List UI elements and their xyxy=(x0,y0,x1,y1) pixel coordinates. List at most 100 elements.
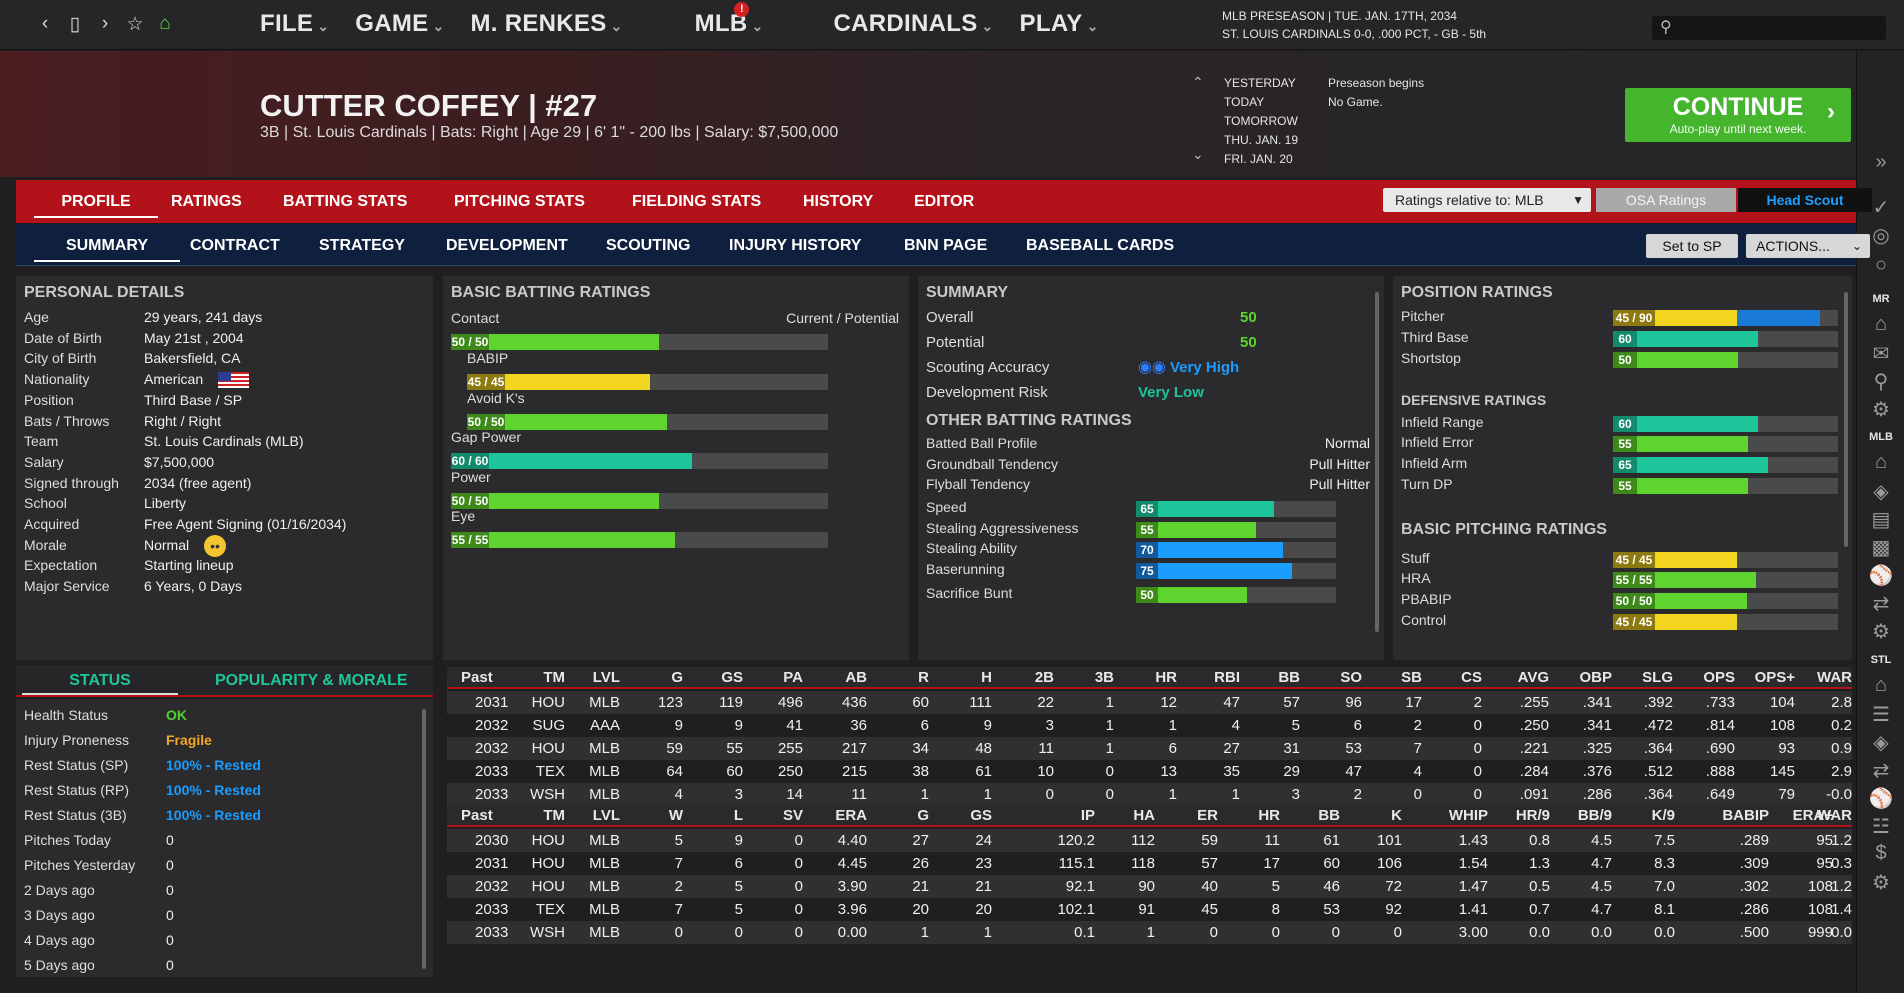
tab-summary[interactable]: SUMMARY xyxy=(34,237,180,262)
dollar-icon[interactable]: $ xyxy=(1875,842,1887,864)
scrollbar[interactable] xyxy=(1375,292,1379,632)
location-icon[interactable]: ◈ xyxy=(1873,481,1889,503)
column-header[interactable]: HA xyxy=(1133,807,1155,824)
globe-icon[interactable]: ◎ xyxy=(1872,225,1890,247)
gear-icon[interactable]: ⚙ xyxy=(1872,621,1890,643)
column-header[interactable]: OPS xyxy=(1703,669,1735,686)
continue-button[interactable]: CONTINUE Auto-play until next week. › xyxy=(1625,88,1851,142)
lineup-icon[interactable]: ☳ xyxy=(1872,816,1890,838)
menu-game[interactable]: GAME ⌄ xyxy=(355,10,444,38)
column-header[interactable]: TM xyxy=(543,669,565,686)
menu-file[interactable]: FILE ⌄ xyxy=(260,10,329,38)
column-header[interactable]: SO xyxy=(1340,669,1362,686)
date-item[interactable]: THU. JAN. 19 xyxy=(1224,133,1299,147)
checkmark-icon[interactable]: ✓ xyxy=(1872,197,1890,219)
tab-baseball-cards[interactable]: BASEBALL CARDS xyxy=(1026,237,1175,254)
column-header[interactable]: ERA+ xyxy=(1792,807,1833,824)
column-header[interactable]: OBP xyxy=(1579,669,1612,686)
tab-batting-stats[interactable]: BATTING STATS xyxy=(283,193,408,210)
tab-status[interactable]: STATUS xyxy=(22,672,178,695)
tab-editor[interactable]: EDITOR xyxy=(914,193,975,210)
chart-icon[interactable]: ▩ xyxy=(1871,537,1891,559)
roster-icon[interactable]: ☰ xyxy=(1872,704,1890,726)
column-header[interactable]: TM xyxy=(543,807,565,824)
actions-dropdown[interactable]: ACTIONS... ⌄ xyxy=(1746,234,1870,258)
column-header[interactable]: GS xyxy=(721,669,743,686)
column-header[interactable]: ERA xyxy=(835,807,867,824)
date-item[interactable]: TODAY xyxy=(1224,95,1265,109)
home-icon[interactable]: ⌂ xyxy=(1874,674,1888,696)
set-to-sp-button[interactable]: Set to SP xyxy=(1646,234,1738,258)
mail-icon[interactable]: ✉ xyxy=(1872,343,1890,365)
column-header[interactable]: LVL xyxy=(592,669,620,686)
column-header[interactable]: RBI xyxy=(1214,669,1240,686)
baseball-icon[interactable]: ⚾ xyxy=(1868,565,1894,587)
menu-manager[interactable]: M. RENKES ⌄ xyxy=(470,10,622,38)
column-header[interactable]: G xyxy=(917,807,929,824)
scrollbar[interactable] xyxy=(422,709,426,969)
column-header[interactable]: PA xyxy=(783,669,803,686)
home-icon[interactable]: ⌂ xyxy=(1874,451,1888,473)
transactions-icon[interactable]: ⇄ xyxy=(1872,760,1890,782)
column-header[interactable]: HR xyxy=(1258,807,1280,824)
column-header[interactable]: SB xyxy=(1401,669,1422,686)
tab-contract[interactable]: CONTRACT xyxy=(190,237,280,254)
column-header[interactable]: IP xyxy=(1080,807,1095,824)
column-header[interactable]: R xyxy=(918,669,929,686)
column-header[interactable]: WAR xyxy=(1817,807,1852,824)
gear-icon[interactable]: ⚙ xyxy=(1872,399,1890,421)
gear-icon[interactable]: ⚙ xyxy=(1872,872,1890,894)
head-scout-button[interactable]: Head Scout xyxy=(1738,188,1872,212)
column-header[interactable]: BB xyxy=(1278,669,1300,686)
date-item[interactable]: YESTERDAY xyxy=(1224,76,1296,90)
menu-mlb[interactable]: MLB ⌄! xyxy=(695,2,764,38)
back-icon[interactable]: ‹ xyxy=(41,13,49,34)
search-icon[interactable]: ⚲ xyxy=(1873,371,1889,393)
column-header[interactable]: WHIP xyxy=(1448,807,1488,824)
column-header[interactable]: K/9 xyxy=(1651,807,1675,824)
column-header[interactable]: BB xyxy=(1318,807,1340,824)
location-icon[interactable]: ◈ xyxy=(1873,732,1889,754)
tab-fielding-stats[interactable]: FIELDING STATS xyxy=(632,193,762,210)
menu-play[interactable]: PLAY ⌄ xyxy=(1020,10,1099,38)
page-icon[interactable]: ▯ xyxy=(69,14,81,35)
transactions-icon[interactable]: ⇄ xyxy=(1872,593,1890,615)
column-header[interactable]: W xyxy=(668,807,683,824)
collapse-icon[interactable]: » xyxy=(1875,151,1887,173)
column-header[interactable]: CS xyxy=(1461,669,1482,686)
tab-pitching-stats[interactable]: PITCHING STATS xyxy=(454,193,585,210)
column-header[interactable]: BABIP xyxy=(1722,807,1769,824)
tab-strategy[interactable]: STRATEGY xyxy=(319,237,405,254)
column-header[interactable]: HR xyxy=(1155,669,1177,686)
tab-profile[interactable]: PROFILE xyxy=(34,193,158,218)
date-item[interactable]: TOMORROW xyxy=(1224,114,1298,128)
column-header[interactable]: K xyxy=(1391,807,1402,824)
forward-icon[interactable]: › xyxy=(101,13,109,34)
column-header[interactable]: AB xyxy=(845,669,867,686)
column-header[interactable]: BB/9 xyxy=(1577,807,1612,824)
column-header[interactable]: WAR xyxy=(1817,669,1852,686)
lightbulb-icon[interactable]: ○ xyxy=(1874,254,1888,276)
column-header[interactable]: 3B xyxy=(1094,669,1114,686)
menu-cardinals[interactable]: CARDINALS ⌄ xyxy=(833,10,993,38)
tab-history[interactable]: HISTORY xyxy=(803,193,874,210)
ratings-relative-select[interactable]: Ratings relative to: MLB ▼ xyxy=(1383,188,1591,212)
tab-injury-history[interactable]: INJURY HISTORY xyxy=(729,237,862,254)
baseball-icon[interactable]: ⚾ xyxy=(1868,788,1894,810)
tab-scouting[interactable]: SCOUTING xyxy=(606,237,691,254)
osa-ratings-button[interactable]: OSA Ratings xyxy=(1596,188,1736,212)
column-header[interactable]: GS xyxy=(970,807,992,824)
tab-popularity-morale[interactable]: POPULARITY & MORALE xyxy=(215,672,408,689)
column-header[interactable]: AVG xyxy=(1517,669,1549,686)
column-header[interactable]: 2B xyxy=(1034,669,1054,686)
tab-ratings[interactable]: RATINGS xyxy=(171,193,242,210)
star-icon[interactable]: ☆ xyxy=(126,14,144,35)
chevron-up-icon[interactable]: ⌃ xyxy=(1192,74,1204,90)
column-header[interactable]: SLG xyxy=(1642,669,1673,686)
column-header[interactable]: L xyxy=(733,807,743,824)
column-header[interactable]: ER xyxy=(1197,807,1218,824)
home-icon[interactable]: ⌂ xyxy=(1874,313,1888,335)
home-icon[interactable]: ⌂ xyxy=(159,13,171,34)
news-icon[interactable]: ▤ xyxy=(1871,509,1891,531)
column-header[interactable]: HR/9 xyxy=(1515,807,1550,824)
